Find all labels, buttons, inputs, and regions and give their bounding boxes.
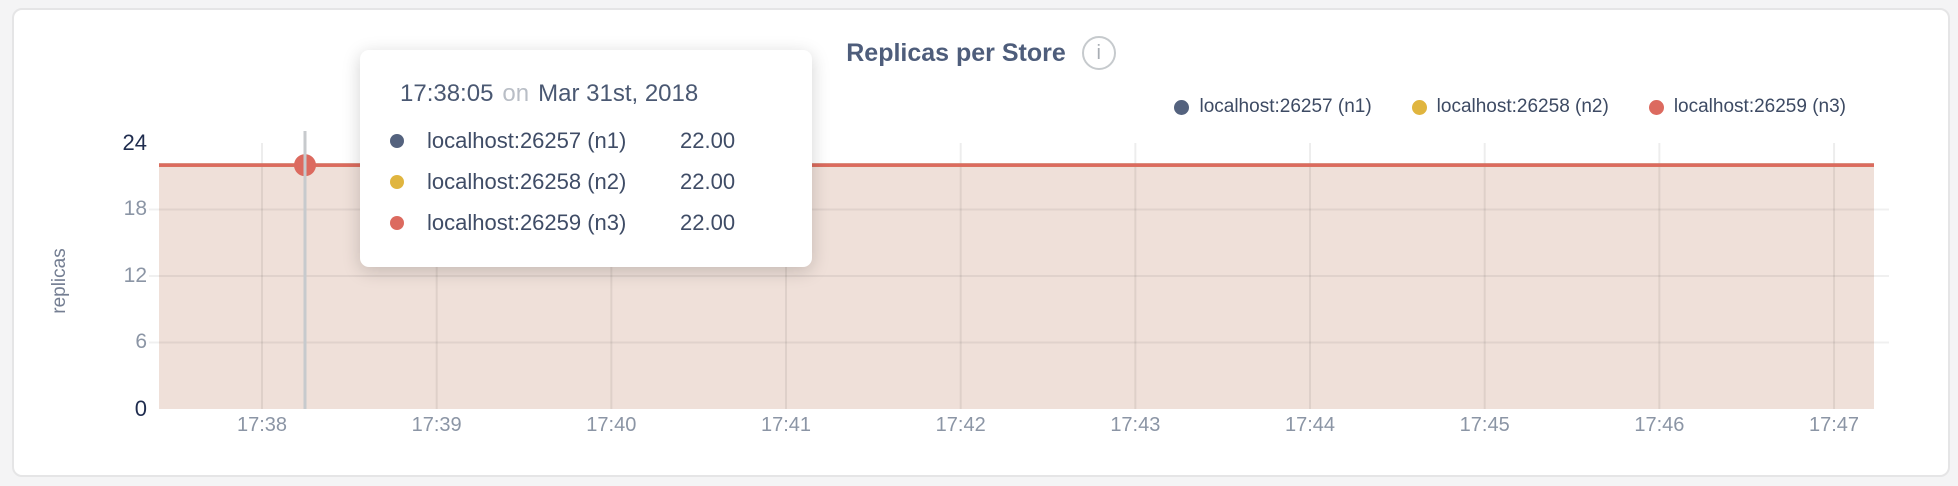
legend-series-dot-n1 <box>1174 100 1189 115</box>
chart-tooltip: 17:38:05 on Mar 31st, 2018 localhost:262… <box>360 50 812 267</box>
x-axis-tick-label: 17:43 <box>1065 414 1205 437</box>
y-axis-label: replicas <box>49 221 71 341</box>
tooltip-series-value-n2: 22.00 <box>680 169 735 195</box>
chart-card: Replicas per Store i localhost:26257 (n1… <box>12 8 1950 477</box>
x-axis-tick-label: 17:39 <box>367 414 507 437</box>
chart-header: Replicas per Store i <box>14 36 1948 70</box>
legend-item-n3[interactable]: localhost:26259 (n3) <box>1649 96 1846 118</box>
y-axis-tick-24: 24 <box>77 131 147 155</box>
legend-item-label-n1: localhost:26257 (n1) <box>1199 96 1371 118</box>
x-axis-tick-label: 17:45 <box>1415 414 1555 437</box>
tooltip-series-value-n3: 22.00 <box>680 210 735 236</box>
y-axis-tick-12: 12 <box>77 264 147 288</box>
tooltip-row: localhost:26258 (n2) 22.00 <box>388 161 784 202</box>
info-icon[interactable]: i <box>1082 36 1116 70</box>
x-axis-tick-label: 17:42 <box>891 414 1031 437</box>
x-axis-tick-label: 17:44 <box>1240 414 1380 437</box>
x-axis-tick-label: 17:38 <box>192 414 332 437</box>
legend-item-n1[interactable]: localhost:26257 (n1) <box>1174 96 1371 118</box>
tooltip-date: Mar 31st, 2018 <box>538 80 698 108</box>
legend-item-label-n2: localhost:26258 (n2) <box>1437 96 1609 118</box>
tooltip-series-dot-n3 <box>390 216 404 230</box>
legend: localhost:26257 (n1) localhost:26258 (n2… <box>1174 96 1846 118</box>
x-axis-tick-label: 17:46 <box>1589 414 1729 437</box>
chart-title: Replicas per Store <box>846 39 1066 68</box>
y-axis-tick-0: 0 <box>77 397 147 421</box>
x-axis-tick-label: 17:41 <box>716 414 856 437</box>
tooltip-series-label-n3: localhost:26259 (n3) <box>427 210 680 236</box>
tooltip-series-value-n1: 22.00 <box>680 128 735 154</box>
x-axis-tick-label: 17:40 <box>541 414 681 437</box>
legend-item-label-n3: localhost:26259 (n3) <box>1674 96 1846 118</box>
tooltip-series-dot-n1 <box>390 134 404 148</box>
tooltip-row: localhost:26257 (n1) 22.00 <box>388 120 784 161</box>
legend-item-n2[interactable]: localhost:26258 (n2) <box>1412 96 1609 118</box>
tooltip-connector: on <box>502 80 529 108</box>
y-axis-tick-18: 18 <box>77 197 147 221</box>
tooltip-timestamp: 17:38:05 on Mar 31st, 2018 <box>400 80 784 108</box>
legend-series-dot-n3 <box>1649 100 1664 115</box>
tooltip-series-dot-n2 <box>390 175 404 189</box>
tooltip-time: 17:38:05 <box>400 80 493 108</box>
tooltip-series-label-n2: localhost:26258 (n2) <box>427 169 680 195</box>
x-axis-tick-label: 17:47 <box>1764 414 1904 437</box>
y-axis-tick-6: 6 <box>77 330 147 354</box>
tooltip-row: localhost:26259 (n3) 22.00 <box>388 202 784 243</box>
tooltip-series-label-n1: localhost:26257 (n1) <box>427 128 680 154</box>
legend-series-dot-n2 <box>1412 100 1427 115</box>
